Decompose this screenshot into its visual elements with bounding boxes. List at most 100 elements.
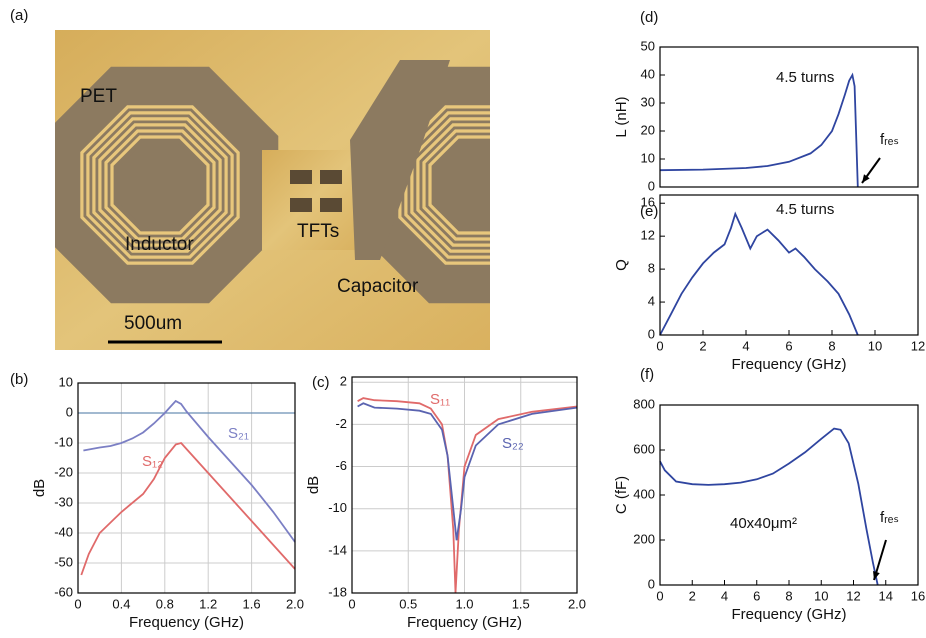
series-line bbox=[660, 214, 858, 335]
series-label: S₁₂ bbox=[142, 453, 163, 470]
x-tick-label: 2.0 bbox=[286, 596, 304, 611]
x-tick-label: 4 bbox=[721, 588, 728, 603]
plot-frame bbox=[660, 405, 918, 585]
tft bbox=[290, 170, 312, 184]
y-tick-label: 40 bbox=[641, 66, 655, 81]
x-tick-label: 2 bbox=[689, 588, 696, 603]
x-tick-label: 14 bbox=[879, 588, 893, 603]
x-tick-label: 6 bbox=[785, 338, 792, 353]
pad bbox=[118, 143, 201, 226]
y-axis-label: dB bbox=[31, 479, 48, 497]
x-tick-label: 8 bbox=[785, 588, 792, 603]
x-tick-label: 1.2 bbox=[199, 596, 217, 611]
y-tick-label: 50 bbox=[641, 38, 655, 53]
x-tick-label: 0.5 bbox=[399, 596, 417, 611]
plot-frame bbox=[78, 383, 295, 593]
y-tick-label: 0 bbox=[648, 178, 655, 193]
y-tick-label: -30 bbox=[54, 494, 73, 509]
photo-label: Capacitor bbox=[337, 276, 419, 297]
y-tick-label: -6 bbox=[335, 458, 347, 473]
x-tick-label: 1.0 bbox=[455, 596, 473, 611]
series-line bbox=[358, 398, 577, 593]
y-tick-label: 30 bbox=[641, 94, 655, 109]
x-axis-label: Frequency (GHz) bbox=[407, 614, 522, 631]
figure: (a) PET Inductor TFTs Capacitor 500um (b… bbox=[0, 0, 926, 638]
y-tick-label: 800 bbox=[633, 396, 655, 411]
series-label: S₂₂ bbox=[502, 435, 524, 452]
x-tick-label: 6 bbox=[753, 588, 760, 603]
annotation: fᵣₑₛ bbox=[880, 131, 899, 148]
y-tick-label: 16 bbox=[641, 195, 655, 210]
x-axis-label: Frequency (GHz) bbox=[129, 614, 244, 631]
photo-label: PET bbox=[80, 86, 117, 107]
x-tick-label: 0 bbox=[656, 338, 663, 353]
annotation: 40x40μm² bbox=[730, 515, 797, 532]
y-tick-label: 8 bbox=[648, 261, 655, 276]
x-axis-label: Frequency (GHz) bbox=[731, 606, 846, 623]
x-tick-label: 8 bbox=[828, 338, 835, 353]
panel-label: (b) bbox=[10, 371, 28, 388]
x-tick-label: 2 bbox=[699, 338, 706, 353]
y-tick-label: 600 bbox=[633, 441, 655, 456]
series-line bbox=[660, 429, 878, 585]
x-tick-label: 1.6 bbox=[243, 596, 261, 611]
y-tick-label: 0 bbox=[648, 576, 655, 591]
y-tick-label: 200 bbox=[633, 531, 655, 546]
series-label: S₂₁ bbox=[228, 425, 249, 442]
y-tick-label: 0 bbox=[66, 404, 73, 419]
micrograph bbox=[42, 30, 597, 350]
panel-label: (f) bbox=[640, 366, 654, 383]
panel-label: (c) bbox=[312, 374, 330, 391]
x-tick-label: 16 bbox=[911, 588, 925, 603]
pad bbox=[436, 143, 519, 226]
y-tick-label: 12 bbox=[641, 228, 655, 243]
y-tick-label: -14 bbox=[328, 542, 347, 557]
y-tick-label: -60 bbox=[54, 584, 73, 599]
x-axis-label: Frequency (GHz) bbox=[731, 356, 846, 373]
tft bbox=[290, 198, 312, 212]
y-tick-label: 400 bbox=[633, 486, 655, 501]
annotation: 4.5 turns bbox=[776, 69, 834, 86]
y-tick-label: -18 bbox=[328, 584, 347, 599]
y-tick-label: 20 bbox=[641, 122, 655, 137]
y-tick-label: -2 bbox=[335, 416, 347, 431]
series-line bbox=[660, 75, 858, 187]
y-axis-label: dB bbox=[305, 476, 322, 494]
series-line bbox=[81, 443, 295, 575]
y-tick-label: -10 bbox=[328, 500, 347, 515]
x-tick-label: 0 bbox=[74, 596, 81, 611]
y-tick-label: -10 bbox=[54, 434, 73, 449]
x-tick-label: 2.0 bbox=[568, 596, 586, 611]
x-tick-label: 0.8 bbox=[156, 596, 174, 611]
y-tick-label: 10 bbox=[641, 150, 655, 165]
x-tick-label: 12 bbox=[846, 588, 860, 603]
tft bbox=[320, 198, 342, 212]
y-axis-label: L (nH) bbox=[613, 96, 630, 137]
tft bbox=[320, 170, 342, 184]
x-tick-label: 12 bbox=[911, 338, 925, 353]
annotation: 4.5 turns bbox=[776, 201, 834, 218]
y-axis-label: C (fF) bbox=[613, 476, 630, 514]
series-line bbox=[358, 403, 577, 540]
y-tick-label: 4 bbox=[648, 293, 655, 308]
y-tick-label: -50 bbox=[54, 554, 73, 569]
x-tick-label: 4 bbox=[742, 338, 749, 353]
y-tick-label: 0 bbox=[648, 326, 655, 341]
series-label: S₁₁ bbox=[430, 391, 450, 408]
x-tick-label: 0.4 bbox=[112, 596, 130, 611]
annotation: fᵣₑₛ bbox=[880, 509, 899, 526]
x-tick-label: 1.5 bbox=[512, 596, 530, 611]
x-tick-label: 0 bbox=[656, 588, 663, 603]
y-tick-label: -40 bbox=[54, 524, 73, 539]
y-tick-label: 2 bbox=[340, 374, 347, 389]
y-axis-label: Q bbox=[613, 259, 630, 271]
series-line bbox=[83, 401, 295, 542]
panel-label: (d) bbox=[640, 9, 658, 26]
photo-label: TFTs bbox=[297, 221, 339, 242]
y-tick-label: -20 bbox=[54, 464, 73, 479]
x-tick-label: 10 bbox=[814, 588, 828, 603]
y-tick-label: 10 bbox=[59, 374, 73, 389]
x-tick-label: 10 bbox=[868, 338, 882, 353]
photo-label: Inductor bbox=[125, 234, 194, 255]
scale-bar-label: 500um bbox=[124, 313, 182, 334]
